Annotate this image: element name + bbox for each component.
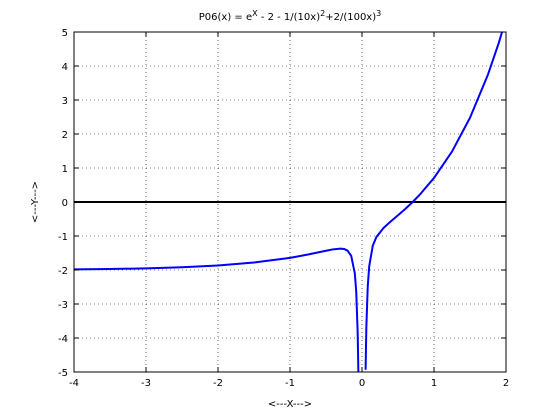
title-text: - 2 - 1/(10x) [258,12,321,23]
plot-content [74,32,506,372]
title-superscript: X [252,9,258,18]
y-tick-label: -1 [58,232,68,243]
y-tick-label: 3 [62,96,68,107]
y-tick-label: 5 [62,28,68,39]
y-tick-label: -3 [58,300,68,311]
x-axis-label: <---X---> [268,399,312,410]
title-text: +2/(100x) [325,12,376,23]
y-tick-label: 2 [62,130,68,141]
x-tick-label: 1 [431,378,437,389]
x-tick-label: -2 [213,378,223,389]
x-tick-label: -1 [285,378,295,389]
data-line [74,32,504,372]
title-superscript: 2 [320,9,325,18]
y-tick-label: 4 [62,62,68,73]
title-text: P06(x) = e [199,12,252,23]
x-tick-label: 0 [359,378,365,389]
y-tick-label: 1 [62,164,68,175]
x-tick-label: 2 [503,378,509,389]
y-tick-label: 0 [62,198,68,209]
y-axis-label: <---Y---> [30,181,41,223]
y-tick-label: -5 [58,368,68,379]
y-tick-label: -2 [58,266,68,277]
title-superscript: 3 [376,9,381,18]
chart-title: P06(x) = eX - 2 - 1/(10x)2+2/(100x)3 [199,9,381,24]
x-tick-label: -4 [69,378,79,389]
y-tick-label: -4 [58,334,68,345]
x-tick-label: -3 [141,378,151,389]
